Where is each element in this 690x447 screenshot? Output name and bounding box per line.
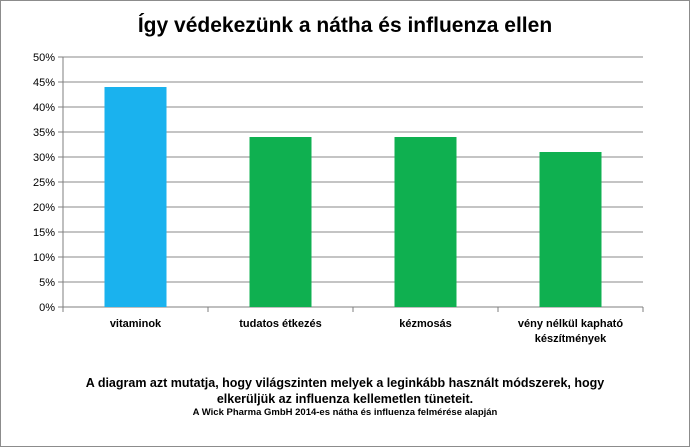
x-category-label: vény nélkül kapható készítmények (518, 318, 623, 345)
y-tick-label: 0% (39, 302, 55, 314)
x-category-label-line: készítmények (535, 333, 607, 345)
y-tick-label: 15% (33, 227, 55, 239)
x-category-label: tudatos étkezés (239, 318, 322, 330)
y-tick-label: 5% (39, 277, 55, 289)
x-category-label: kézmosás (399, 318, 452, 330)
y-tick-label: 25% (33, 177, 55, 189)
x-category-label-line: tudatos étkezés (239, 318, 322, 330)
x-category-label-line: vény nélkül kapható (518, 318, 623, 330)
chart-title: Így védekezünk a nátha és influenza elle… (137, 14, 553, 37)
x-category-label-line: kézmosás (399, 318, 452, 330)
caption-line-2: elkerüljük az influenza kellemetlen tüne… (216, 392, 474, 406)
y-tick-label: 40% (33, 102, 55, 114)
bar (394, 137, 457, 307)
y-tick-label: 45% (33, 77, 55, 89)
y-tick-label: 10% (33, 252, 55, 264)
x-category-label-line: vitaminok (110, 318, 162, 330)
caption-line-1: A diagram azt mutatja, hogy világszinten… (85, 376, 605, 390)
bar (249, 137, 312, 307)
y-tick-label: 50% (33, 52, 55, 64)
y-tick-label: 35% (33, 127, 55, 139)
y-tick-label: 20% (33, 202, 55, 214)
bar (104, 87, 167, 307)
y-tick-label: 30% (33, 152, 55, 164)
source-note: A Wick Pharma GmbH 2014-es nátha és infl… (192, 407, 498, 418)
bar (539, 152, 602, 307)
chart-caption: A diagram azt mutatja, hogy világszinten… (60, 375, 630, 407)
x-category-label: vitaminok (110, 318, 162, 330)
